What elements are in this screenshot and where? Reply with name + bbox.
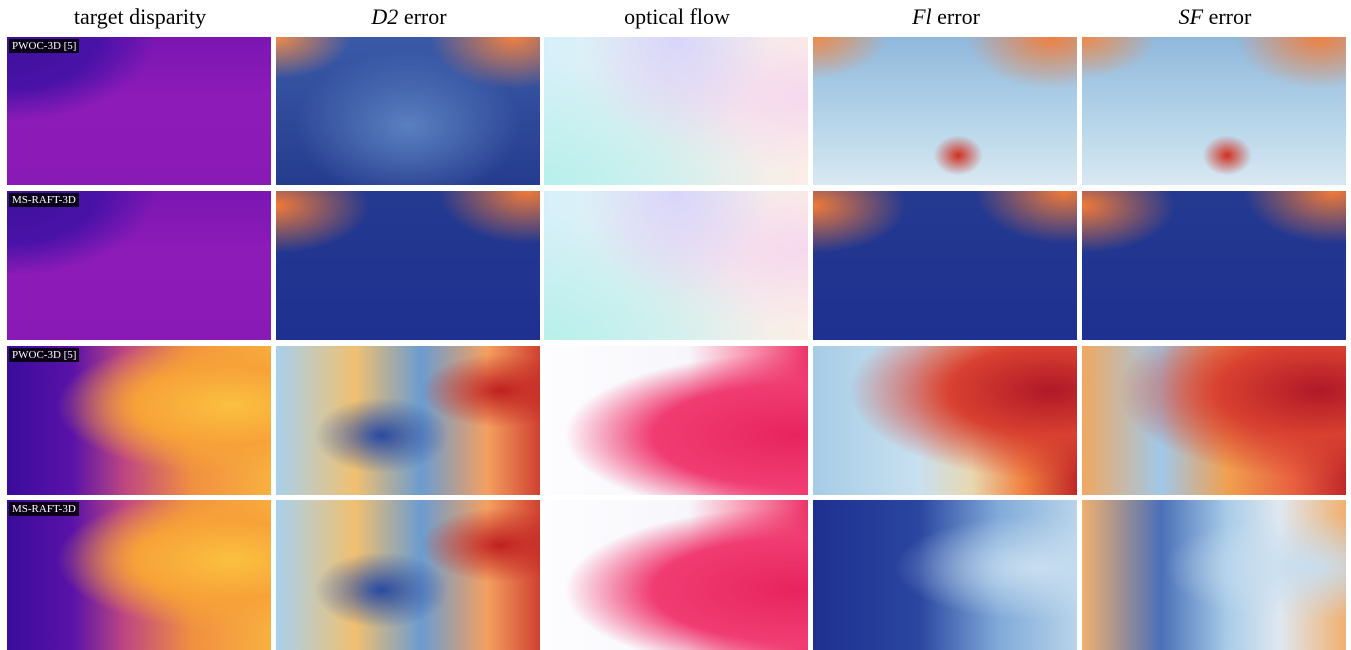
result-image	[813, 500, 1077, 650]
result-image	[813, 191, 1077, 340]
method-label: MS-RAFT-3D	[9, 502, 79, 516]
result-image	[276, 37, 540, 185]
result-image	[813, 346, 1077, 495]
result-image	[1082, 500, 1346, 650]
result-image	[813, 37, 1077, 185]
result-image	[276, 346, 540, 495]
result-image	[544, 191, 808, 340]
result-image	[544, 37, 808, 185]
method-label: MS-RAFT-3D	[9, 193, 79, 207]
result-image: PWOC-3D [5]	[7, 346, 271, 495]
result-image	[544, 346, 808, 495]
result-image	[276, 500, 540, 650]
result-image: MS-RAFT-3D	[7, 500, 271, 650]
result-image	[276, 191, 540, 340]
header-text: target disparity	[74, 4, 206, 29]
header-text: error	[932, 4, 980, 29]
method-label: PWOC-3D [5]	[9, 39, 79, 53]
method-label: PWOC-3D [5]	[9, 348, 79, 362]
column-header: Fl error	[813, 4, 1079, 30]
header-italic: SF	[1179, 4, 1203, 29]
header-italic: Fl	[912, 4, 932, 29]
column-header: target disparity	[7, 4, 273, 30]
column-header: D2 error	[276, 4, 542, 30]
header-text: error	[1203, 4, 1251, 29]
result-image	[544, 500, 808, 650]
result-image: PWOC-3D [5]	[7, 37, 271, 185]
result-image	[1082, 346, 1346, 495]
column-header: optical flow	[544, 4, 810, 30]
header-text: optical flow	[624, 4, 730, 29]
column-header: SF error	[1082, 4, 1348, 30]
result-image	[1082, 191, 1346, 340]
figure: target disparity D2 error optical flow Fl e…	[0, 0, 1351, 650]
header-italic: D2	[371, 4, 398, 29]
result-image	[1082, 37, 1346, 185]
result-image: MS-RAFT-3D	[7, 191, 271, 340]
header-text: error	[398, 4, 446, 29]
